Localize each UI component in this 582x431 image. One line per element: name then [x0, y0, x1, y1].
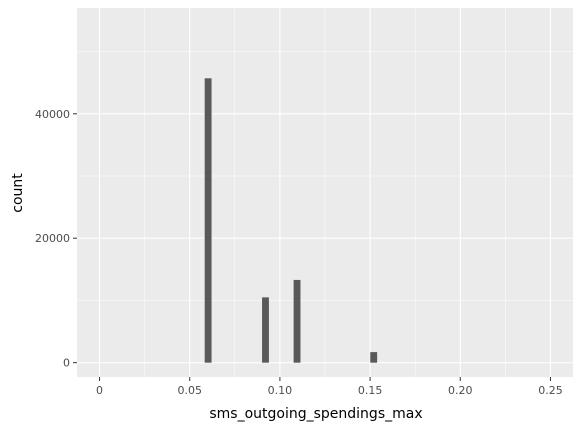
x-axis-title: sms_outgoing_spendings_max: [209, 406, 422, 422]
major-gridlines: [77, 8, 573, 377]
histogram-bar: [293, 279, 301, 363]
minor-gridlines: [77, 8, 573, 377]
x-tick-label: 0.20: [448, 384, 473, 397]
y-tick-label: 0: [63, 357, 70, 370]
x-axis: 0 0.05 0.10 0.15 0.20 0.25: [96, 377, 563, 397]
x-tick-label: 0.25: [538, 384, 563, 397]
y-axis: 0 20000 40000: [35, 108, 77, 370]
x-tick-label: 0: [96, 384, 103, 397]
histogram-bars: [204, 78, 378, 363]
x-tick-label: 0.10: [268, 384, 293, 397]
y-axis-title: count: [10, 173, 26, 213]
histogram-bar: [204, 78, 212, 363]
y-tick-label: 40000: [35, 108, 70, 121]
x-tick-label: 0.15: [358, 384, 383, 397]
x-tick-label: 0.05: [177, 384, 202, 397]
y-tick-label: 20000: [35, 232, 70, 245]
histogram-bar: [370, 352, 378, 363]
histogram-bar: [262, 297, 269, 363]
